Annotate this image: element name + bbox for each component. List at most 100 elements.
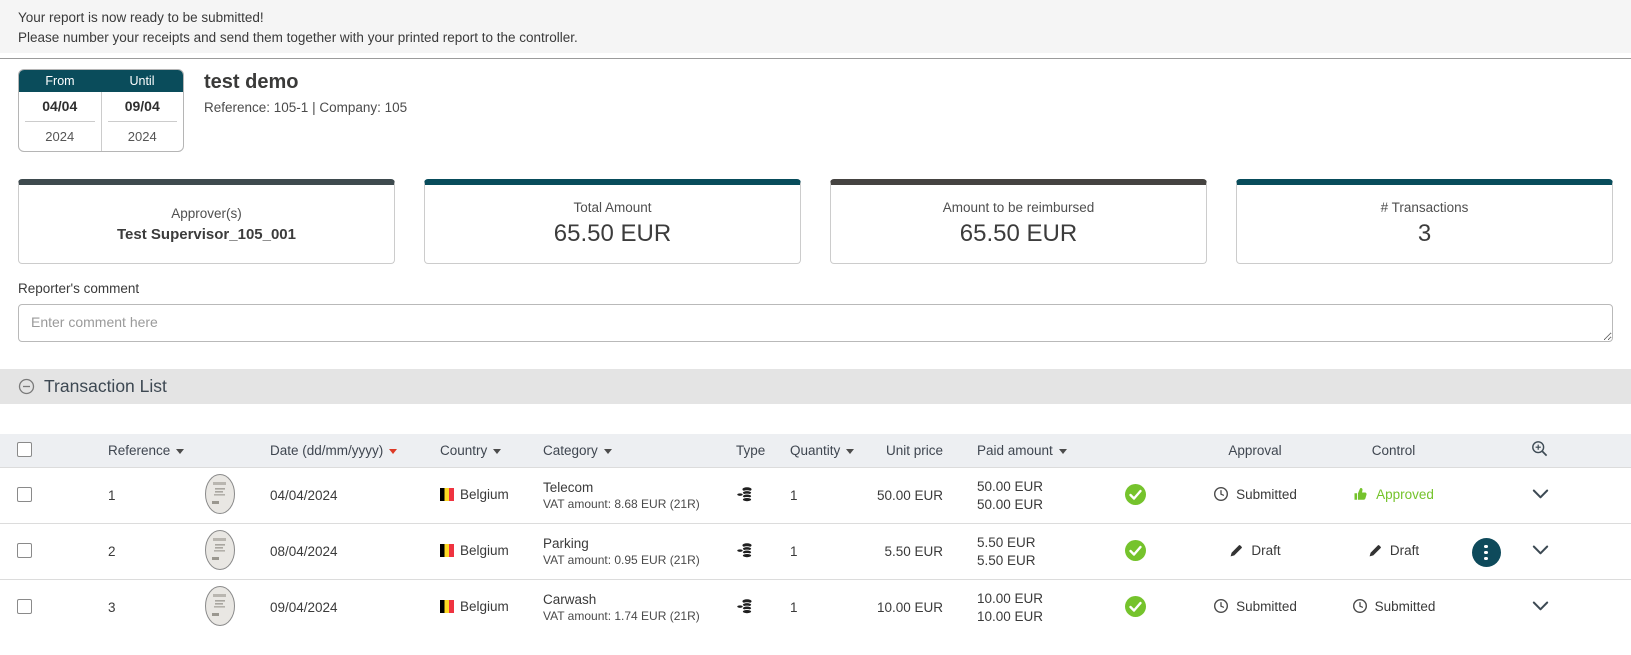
category-label: Parking: [543, 536, 589, 551]
column-header-control: Control: [1371, 443, 1416, 458]
card-label: Total Amount: [573, 200, 652, 215]
row-expand-button[interactable]: [1532, 489, 1549, 500]
card-reimbursed-amount: Amount to be reimbursed 65.50 EUR: [830, 179, 1207, 264]
comment-label: Reporter's comment: [18, 281, 140, 296]
control-status-label: Draft: [1389, 542, 1420, 558]
approval-status-label: Draft: [1251, 542, 1281, 558]
quantity-cell: 1: [790, 544, 798, 559]
date-cell: 09/04/2024: [270, 600, 338, 615]
date-range-header: From Until: [19, 70, 183, 92]
approval-cell: Submitted: [1185, 598, 1325, 617]
paid-amount-original: 5.50 EUR: [977, 534, 1036, 550]
column-header-reference[interactable]: Reference: [48, 443, 185, 458]
country-label: Belgium: [460, 599, 509, 614]
control-status-label: Submitted: [1374, 598, 1436, 614]
country-cell: Belgium: [432, 599, 535, 616]
clock-icon: [1213, 486, 1229, 502]
paid-amount-converted: 10.00 EUR: [977, 608, 1044, 624]
table-row: 3 09/04/2024 Belgium Carwash VAT amount:…: [0, 579, 1631, 635]
divider: [0, 58, 1631, 59]
zoom-in-button[interactable]: [1531, 440, 1549, 458]
unit-price-cell: 5.50 EUR: [884, 544, 943, 559]
column-header-quantity[interactable]: Quantity: [775, 443, 870, 458]
card-value: Test Supervisor_105_001: [117, 225, 296, 243]
card-label: Amount to be reimbursed: [942, 200, 1095, 215]
row-expand-button[interactable]: [1532, 545, 1549, 556]
approval-cell: Submitted: [1185, 486, 1325, 505]
country-cell: Belgium: [432, 487, 535, 504]
sort-arrow-icon: [1058, 449, 1067, 454]
card-approvers: Approver(s) Test Supervisor_105_001: [18, 179, 395, 264]
row-select-checkbox[interactable]: [17, 542, 32, 558]
from-date-cell: 04/04 2024: [19, 92, 101, 151]
date-cell: 08/04/2024: [270, 544, 338, 559]
report-header: From Until 04/04 2024 09/04 2024 test de…: [0, 59, 1631, 152]
sort-arrow-icon: [603, 449, 612, 454]
row-select-checkbox[interactable]: [17, 598, 32, 614]
card-transaction-count: # Transactions 3: [1236, 179, 1613, 264]
category-label: Telecom: [543, 480, 594, 495]
column-header-date[interactable]: Date (dd/mm/yyyy): [262, 443, 432, 458]
card-total-amount: Total Amount 65.50 EUR: [424, 179, 801, 264]
transaction-rows: 1 04/04/2024 Belgium Telecom VAT amount:…: [0, 467, 1631, 635]
summary-cards: Approver(s) Test Supervisor_105_001 Tota…: [0, 179, 1631, 264]
coins-type-icon: [736, 599, 753, 615]
notification-banner: Your report is now ready to be submitted…: [0, 0, 1631, 53]
coins-type-icon: [736, 487, 753, 503]
paid-amount-converted: 50.00 EUR: [977, 496, 1044, 512]
receipt-thumbnail[interactable]: [204, 585, 236, 627]
column-header-type: Type: [736, 443, 766, 458]
reference-cell: 2: [108, 544, 116, 559]
select-all-checkbox[interactable]: [17, 441, 32, 457]
row-expand-button[interactable]: [1532, 601, 1549, 612]
clock-icon: [1352, 598, 1368, 614]
paid-amount-converted: 5.50 EUR: [977, 552, 1036, 568]
check-circle-icon: [1124, 595, 1146, 617]
from-label: From: [45, 74, 75, 88]
paid-amount-cell: 5.50 EUR 5.50 EUR: [955, 534, 1085, 570]
quantity-cell: 1: [790, 600, 798, 615]
comment-input[interactable]: [18, 304, 1613, 342]
until-date-cell: 09/04 2024: [100, 92, 184, 151]
report-reference: Reference: 105-1 | Company: 105: [204, 100, 408, 115]
clock-icon: [1213, 598, 1229, 614]
card-label: # Transactions: [1380, 200, 1469, 215]
row-select-checkbox[interactable]: [17, 486, 32, 502]
control-status-label: Approved: [1376, 486, 1434, 502]
until-date: 09/04: [107, 98, 177, 122]
sort-arrow-icon: [493, 449, 502, 454]
column-header-paid-amount[interactable]: Paid amount: [955, 442, 1085, 460]
check-circle-icon: [1124, 483, 1146, 505]
until-label: Until: [129, 74, 155, 88]
zoom-in-icon: [1532, 441, 1548, 457]
column-header-category[interactable]: Category: [535, 443, 725, 458]
chevron-down-icon: [1532, 601, 1548, 611]
row-menu-button[interactable]: [1471, 537, 1501, 567]
column-header-country[interactable]: Country: [432, 443, 535, 458]
paid-amount-original: 10.00 EUR: [977, 590, 1044, 606]
approval-status-label: Submitted: [1236, 486, 1297, 502]
pencil-icon: [1229, 543, 1244, 558]
receipt-thumbnail[interactable]: [204, 473, 236, 515]
belgium-flag-icon: [440, 544, 454, 557]
collapse-circle-minus-icon: [18, 378, 35, 395]
control-cell: Approved: [1325, 486, 1462, 505]
card-label: Approver(s): [171, 205, 242, 221]
table-row: 1 04/04/2024 Belgium Telecom VAT amount:…: [0, 467, 1631, 523]
chevron-down-icon: [1532, 489, 1548, 499]
sort-arrow-active-icon: [389, 449, 398, 454]
transaction-list-section-header[interactable]: Transaction List: [0, 369, 1631, 404]
quantity-cell: 1: [790, 488, 798, 503]
approval-status-label: Submitted: [1236, 598, 1297, 614]
paid-amount-cell: 50.00 EUR 50.00 EUR: [955, 478, 1085, 514]
check-circle-icon: [1124, 539, 1146, 561]
category-cell: Telecom VAT amount: 8.68 EUR (21R): [535, 479, 725, 512]
vat-amount-label: VAT amount: 8.68 EUR (21R): [543, 497, 700, 511]
paid-amount-cell: 10.00 EUR 10.00 EUR: [955, 590, 1085, 626]
reference-cell: 1: [108, 488, 116, 503]
vat-amount-label: VAT amount: 0.95 EUR (21R): [543, 553, 700, 567]
receipt-thumbnail[interactable]: [204, 529, 236, 571]
date-range-card: From Until 04/04 2024 09/04 2024: [18, 69, 184, 152]
date-cell: 04/04/2024: [270, 488, 338, 503]
